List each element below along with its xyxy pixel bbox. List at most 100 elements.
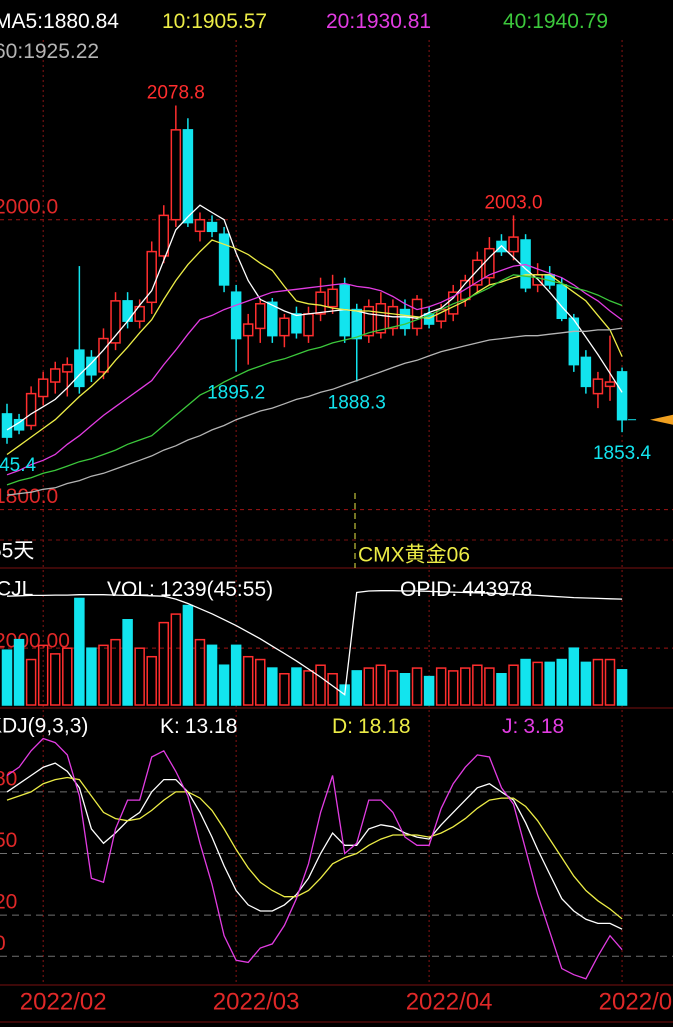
legend-entry: MA5:1880.84 xyxy=(0,10,119,33)
candle-body xyxy=(351,308,362,340)
volume-bar xyxy=(146,655,157,706)
volume-bar xyxy=(616,669,628,706)
candle-body xyxy=(363,305,375,337)
x-tick-label: 2022/02 xyxy=(20,988,107,1015)
kdj-line xyxy=(6,762,623,930)
volume-bar xyxy=(375,664,387,706)
volume-bar xyxy=(267,667,278,706)
volume-bar xyxy=(37,644,49,706)
candle-body xyxy=(520,239,531,289)
candle-body xyxy=(303,313,314,337)
volume-bar xyxy=(170,613,182,706)
volume-bar xyxy=(25,658,37,706)
low-label: 1895.2 xyxy=(207,383,265,404)
candle-body xyxy=(242,323,254,337)
legend-entry: 10:1905.57 xyxy=(162,10,267,33)
legend-entry: J: 3.18 xyxy=(502,715,564,738)
volume-bar xyxy=(363,667,375,706)
volume-bar xyxy=(556,658,568,706)
legend-name: OPID: xyxy=(400,578,457,601)
legend-value: 13.18 xyxy=(185,715,238,738)
candle-body xyxy=(472,259,483,286)
legend-value: 1925.22 xyxy=(23,40,99,63)
candle-body xyxy=(592,378,604,395)
volume-bar xyxy=(399,673,411,706)
volume-bar xyxy=(592,658,604,706)
volume-bar xyxy=(303,670,314,706)
candle-body xyxy=(49,368,61,383)
candle-body xyxy=(62,363,73,373)
legend-value: 1239 xyxy=(160,578,207,601)
candle-body xyxy=(291,313,302,334)
volume-bar xyxy=(544,661,555,706)
ma-line xyxy=(6,274,623,486)
legend-entry: 20:1930.81 xyxy=(326,10,431,33)
legend-value: 18.18 xyxy=(358,715,411,738)
legend-entry: VOL: 1239(45:55) xyxy=(107,578,273,601)
volume-bar xyxy=(62,647,73,706)
candle-body xyxy=(604,381,616,388)
volume-bar xyxy=(74,597,85,706)
candle-body xyxy=(122,300,133,322)
candle-body xyxy=(447,291,459,315)
legend-entry: 40:1940.79 xyxy=(503,10,608,33)
volume-bar xyxy=(508,664,519,706)
legend-name: 60: xyxy=(0,40,23,63)
volume-bar xyxy=(255,658,266,706)
high-label: 2003.0 xyxy=(484,192,542,213)
high-label: 2078.8 xyxy=(147,83,205,104)
volume-bar xyxy=(206,644,218,706)
candle-body xyxy=(25,392,37,427)
volume-bar xyxy=(351,670,362,706)
legend-value: 1940.79 xyxy=(532,10,608,33)
legend-entry: D: 18.18 xyxy=(332,715,411,738)
y-tick-label: 20 xyxy=(0,891,17,914)
ma-line xyxy=(6,239,623,456)
volume-bar xyxy=(532,661,543,706)
legend-entry: 60:1925.22 xyxy=(0,40,99,63)
candle-body xyxy=(98,337,109,373)
candle-body xyxy=(74,349,85,388)
low-label: 1853.4 xyxy=(593,443,652,464)
volume-bar xyxy=(315,664,326,706)
volume-bar xyxy=(86,647,97,706)
volume-bar xyxy=(291,667,302,706)
candle-body xyxy=(110,300,121,344)
legend-value: 443978 xyxy=(462,578,532,601)
x-tick-label: 2022/05 xyxy=(599,988,673,1015)
volume-bar xyxy=(49,653,61,706)
y-tick-label: 80 xyxy=(0,767,17,790)
volume-bar xyxy=(1,649,13,706)
volume-bar xyxy=(279,673,290,706)
legend-params: (45:55) xyxy=(207,578,274,601)
candle-body xyxy=(218,233,230,286)
y-tick-label: 2000.0 xyxy=(0,195,58,218)
volume-bar xyxy=(484,667,495,706)
candle-body xyxy=(206,221,218,233)
volume-bar xyxy=(472,664,483,706)
legend-name: MA5: xyxy=(0,10,43,33)
low-label: 1888.3 xyxy=(328,393,386,414)
legend-name: 20: xyxy=(326,10,355,33)
volume-bar xyxy=(411,667,423,706)
candle-body xyxy=(568,317,580,366)
ma-line xyxy=(6,263,623,476)
y-tick-label: 50 xyxy=(0,829,17,852)
candle-body xyxy=(158,214,170,257)
kdj-line xyxy=(6,776,623,920)
volume-bar xyxy=(496,673,507,706)
x-tick-label: 2022/03 xyxy=(213,988,300,1015)
kdj-line xyxy=(6,737,623,980)
opid-line xyxy=(6,590,623,696)
volume-bar xyxy=(182,604,194,706)
candle-body xyxy=(267,301,278,337)
candle-body xyxy=(194,218,206,233)
candle-body xyxy=(387,305,399,330)
volume-bar xyxy=(435,667,447,706)
volume-bar xyxy=(387,670,399,706)
legend-name: D: xyxy=(332,715,353,738)
volume-bar xyxy=(520,658,531,706)
legend-name: 10: xyxy=(162,10,191,33)
volume-bar xyxy=(568,647,580,706)
